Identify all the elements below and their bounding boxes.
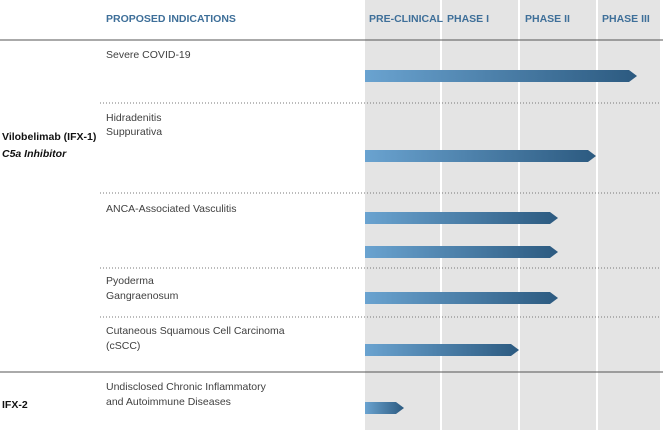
indication: (cSCC) bbox=[106, 340, 140, 352]
indication: Gangraenosum bbox=[106, 290, 179, 302]
indication: Severe COVID-19 bbox=[106, 49, 191, 61]
indication: Suppurativa bbox=[106, 126, 162, 138]
indication: Hidradenitis bbox=[106, 112, 161, 124]
arrow bbox=[365, 212, 558, 224]
phase-label: PRE-CLINICAL bbox=[369, 13, 444, 25]
indication: Undisclosed Chronic Inflammatory bbox=[106, 381, 267, 393]
progress-arrows bbox=[365, 70, 637, 414]
arrow bbox=[365, 402, 404, 414]
phase-label: PHASE II bbox=[525, 13, 570, 25]
arrow bbox=[365, 70, 637, 82]
indication: Cutaneous Squamous Cell Carcinoma bbox=[106, 325, 285, 337]
arrow bbox=[365, 246, 558, 258]
header-title: PROPOSED INDICATIONS bbox=[106, 13, 236, 25]
indication: and Autoimmune Diseases bbox=[106, 396, 231, 408]
phase-label: PHASE I bbox=[447, 13, 489, 25]
program-name: IFX-2 bbox=[2, 399, 28, 411]
program-name: Vilobelimab (IFX-1) bbox=[2, 131, 96, 143]
indication: Pyoderma bbox=[106, 275, 154, 287]
phase-label: PHASE III bbox=[602, 13, 650, 25]
indication: ANCA-Associated Vasculitis bbox=[106, 203, 237, 215]
arrow bbox=[365, 292, 558, 304]
program-subtitle: C5a Inhibitor bbox=[2, 148, 67, 160]
arrow bbox=[365, 344, 519, 356]
arrow bbox=[365, 150, 596, 162]
